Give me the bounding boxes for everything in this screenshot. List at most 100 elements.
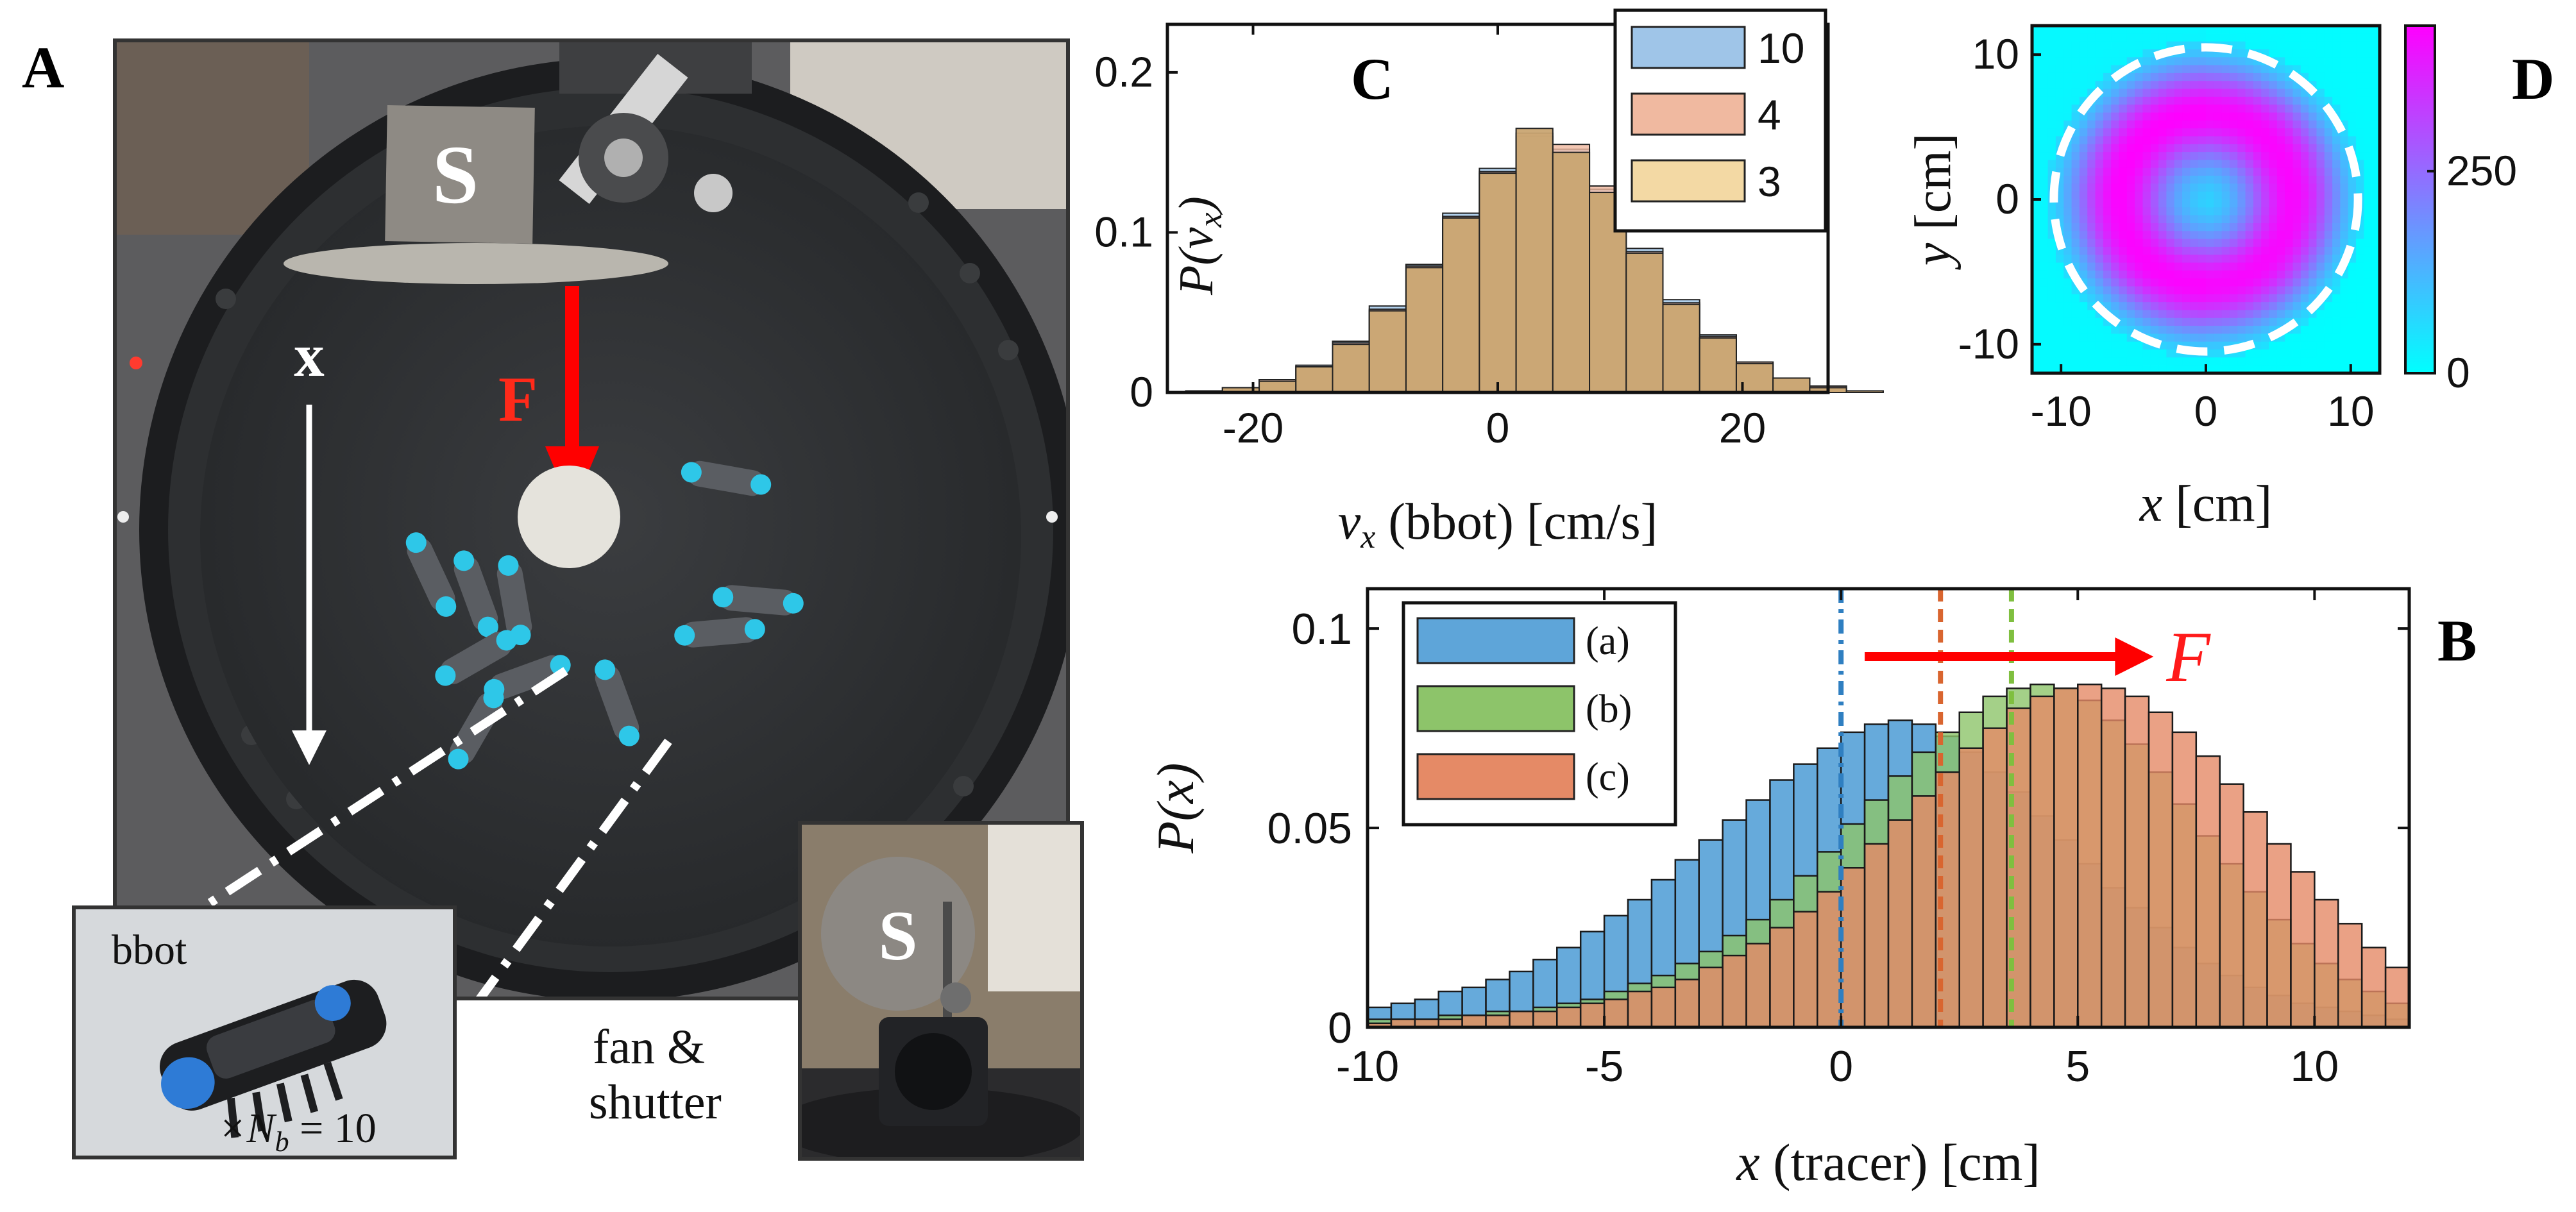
- bar-(c): [1745, 943, 1771, 1029]
- heatmap-cell: [2214, 310, 2223, 319]
- heatmap-cell: [2332, 246, 2341, 255]
- heatmap-cell: [2276, 223, 2285, 231]
- legend-swatch-b: [1416, 685, 1575, 732]
- y-label-sub-c: x: [1192, 212, 1229, 228]
- heatmap-cell: [2245, 128, 2254, 137]
- heatmap-cell: [2309, 152, 2318, 161]
- heatmap-cell: [2198, 81, 2207, 90]
- heatmap-cell: [2261, 128, 2270, 137]
- heatmap-cell: [2253, 128, 2262, 137]
- heatmap-cell: [2087, 349, 2096, 358]
- heatmap-cell: [2245, 160, 2254, 169]
- heatmap-cell: [2309, 26, 2318, 34]
- heatmap-cell: [2126, 294, 2135, 303]
- heatmap-cell: [2324, 160, 2333, 169]
- heatmap-cell: [2261, 246, 2270, 255]
- heatmap-cell: [2158, 136, 2167, 145]
- heatmap-cell: [2309, 57, 2318, 66]
- heatmap-cell: [2095, 333, 2104, 342]
- bbot-count-subscript: b: [275, 1126, 289, 1158]
- heatmap-cell: [2087, 136, 2096, 145]
- heatmap-cell: [2214, 88, 2223, 97]
- heatmap-cell: [2214, 357, 2223, 366]
- heatmap-cell: [2166, 65, 2175, 74]
- heatmap-cell: [2237, 112, 2246, 121]
- heatmap-cell: [2079, 199, 2088, 208]
- heatmap-cell: [2261, 286, 2270, 295]
- heatmap-cell: [2214, 128, 2223, 137]
- heatmap-cell: [2269, 112, 2278, 121]
- bar-(c): [2314, 898, 2339, 1029]
- heatmap-cell: [2348, 302, 2357, 311]
- heatmap-cell: [2285, 310, 2294, 319]
- heatmap-cell: [2119, 152, 2128, 161]
- heatmap-cell: [2071, 65, 2080, 74]
- heatmap-cell: [2316, 57, 2325, 66]
- heatmap-cell: [2142, 105, 2151, 114]
- heatmap-cell: [2182, 167, 2190, 176]
- heatmap-cell: [2253, 239, 2262, 248]
- heatmap-cell: [2095, 120, 2104, 129]
- heatmap-cell: [2261, 278, 2270, 287]
- heatmap-cell: [2174, 160, 2183, 169]
- heatmap-cell: [2158, 128, 2167, 137]
- heatmap-cell: [2206, 215, 2214, 224]
- heatmap-cell: [2300, 191, 2309, 200]
- heatmap-cell: [2198, 286, 2207, 295]
- heatmap-cell: [2214, 294, 2223, 303]
- heatmap-cell: [2166, 128, 2175, 137]
- x-tick-label-c: 20: [1719, 404, 1766, 451]
- heatmap-cell: [2198, 215, 2207, 224]
- heatmap-cell: [2348, 120, 2357, 129]
- heatmap-cell: [2126, 270, 2135, 279]
- heatmap-cell: [2324, 262, 2333, 271]
- heatmap-cell: [2332, 41, 2341, 50]
- heatmap-cell: [2040, 302, 2049, 311]
- heatmap-cell: [2182, 144, 2190, 153]
- panel-label-d: D: [2512, 46, 2555, 112]
- heatmap-cell: [2119, 167, 2128, 176]
- heatmap-cell: [2087, 199, 2096, 208]
- heatmap-cell: [2276, 65, 2285, 74]
- heatmap-cell: [2166, 215, 2175, 224]
- heatmap-cell: [2261, 302, 2270, 311]
- heatmap-cell: [2190, 246, 2199, 255]
- heatmap-cell: [2245, 57, 2254, 66]
- heatmap-cell: [2190, 120, 2199, 129]
- heatmap-cell: [2340, 317, 2349, 326]
- fan-shutter-inset-photo: S: [798, 821, 1084, 1161]
- heatmap-cell: [2309, 199, 2318, 208]
- heatmap-cell: [2032, 239, 2040, 248]
- heatmap-cell: [2245, 286, 2254, 295]
- heatmap-cell: [2300, 223, 2309, 231]
- heatmap-cell: [2356, 144, 2364, 153]
- heatmap-cell: [2119, 246, 2128, 255]
- legend-label-b: (c): [1586, 755, 1630, 799]
- heatmap-cell: [2261, 294, 2270, 303]
- heatmap-cell: [2142, 33, 2151, 42]
- heatmap-cell: [2095, 270, 2104, 279]
- heatmap-cell: [2150, 270, 2159, 279]
- heatmap-cell: [2142, 246, 2151, 255]
- heatmap-cell: [2364, 333, 2373, 342]
- heatmap-cell: [2095, 160, 2104, 169]
- heatmap-cell: [2166, 136, 2175, 145]
- heatmap-cell: [2276, 278, 2285, 287]
- heatmap-cell: [2276, 199, 2285, 208]
- heatmap-cell: [2174, 199, 2183, 208]
- heatmap-cell: [2047, 88, 2056, 97]
- heatmap-cell: [2182, 120, 2190, 129]
- heatmap-cell: [2055, 294, 2064, 303]
- heatmap-cell: [2300, 317, 2309, 326]
- heatmap-cell: [2135, 41, 2144, 50]
- heatmap-cell: [2269, 49, 2278, 58]
- heatmap-cell: [2253, 96, 2262, 105]
- heatmap-cell: [2111, 183, 2120, 192]
- heatmap-cell: [2221, 223, 2230, 231]
- heatmap-cell: [2253, 167, 2262, 176]
- heatmap-cell: [2245, 199, 2254, 208]
- heatmap-cell: [2221, 278, 2230, 287]
- heatmap-cell: [2340, 160, 2349, 169]
- heatmap-cell: [2135, 88, 2144, 97]
- heatmap-cell: [2309, 33, 2318, 42]
